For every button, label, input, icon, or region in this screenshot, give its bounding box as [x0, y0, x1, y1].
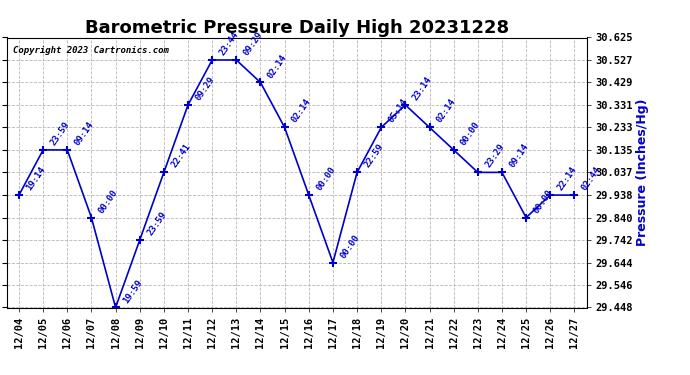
Text: 22:59: 22:59 — [363, 142, 386, 170]
Y-axis label: Pressure (Inches/Hg): Pressure (Inches/Hg) — [635, 99, 649, 246]
Text: 05:14: 05:14 — [387, 98, 410, 124]
Text: 02:14: 02:14 — [435, 98, 458, 124]
Text: 22:14: 22:14 — [556, 165, 579, 192]
Text: 00:00: 00:00 — [460, 120, 482, 147]
Text: 00:00: 00:00 — [97, 188, 120, 215]
Text: 23:29: 23:29 — [484, 142, 506, 170]
Text: 23:59: 23:59 — [146, 210, 168, 237]
Text: 00:00: 00:00 — [532, 188, 555, 215]
Title: Barometric Pressure Daily High 20231228: Barometric Pressure Daily High 20231228 — [85, 20, 509, 38]
Text: 02:14: 02:14 — [266, 53, 289, 80]
Text: 23:14: 23:14 — [411, 75, 434, 102]
Text: 02:14: 02:14 — [290, 98, 313, 124]
Text: 09:14: 09:14 — [73, 120, 96, 147]
Text: 19:14: 19:14 — [25, 165, 48, 192]
Text: 09:29: 09:29 — [194, 75, 217, 102]
Text: 00:00: 00:00 — [315, 165, 337, 192]
Text: 23:59: 23:59 — [49, 120, 72, 147]
Text: 02:44: 02:44 — [580, 165, 603, 192]
Text: 22:41: 22:41 — [170, 142, 193, 170]
Text: 09:14: 09:14 — [508, 142, 531, 170]
Text: 09:29: 09:29 — [242, 30, 265, 57]
Text: 23:44: 23:44 — [218, 30, 241, 57]
Text: Copyright 2023 Cartronics.com: Copyright 2023 Cartronics.com — [12, 46, 168, 55]
Text: 19:59: 19:59 — [121, 278, 144, 305]
Text: 00:00: 00:00 — [339, 232, 362, 260]
